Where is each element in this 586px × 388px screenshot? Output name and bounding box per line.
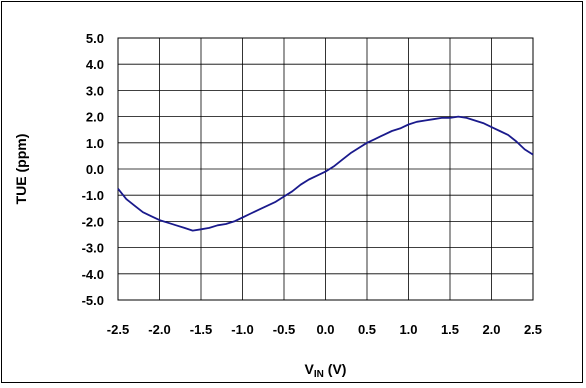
y-tick-label: 0.0: [86, 162, 104, 177]
y-tick-label: 3.0: [86, 83, 104, 98]
plot-area: [117, 37, 534, 301]
x-axis-label-unit: (V): [324, 361, 347, 377]
y-tick-label: 5.0: [86, 31, 104, 46]
x-tick-label: -2.0: [148, 322, 170, 337]
x-tick-labels: -2.5 -2.0 -1.5 -1.0 -0.5 0.0 0.5 1.0 1.5 2.0 2.5: [107, 322, 542, 337]
y-tick-label: -4.0: [82, 267, 104, 282]
x-tick-label: 0.5: [358, 322, 376, 337]
y-tick-label: 2.0: [86, 110, 104, 125]
x-tick-label: 2.0: [482, 322, 500, 337]
x-tick-label: 1.5: [441, 322, 459, 337]
x-tick-label: -2.5: [107, 322, 129, 337]
y-axis-label: TUE (ppm): [13, 134, 29, 205]
x-tick-label: 2.5: [524, 322, 542, 337]
y-tick-label: -2.0: [82, 214, 104, 229]
x-tick-label: 1.0: [399, 322, 417, 337]
x-tick-label: -1.0: [231, 322, 253, 337]
y-tick-label: -3.0: [82, 241, 104, 256]
x-tick-label: -0.5: [273, 322, 295, 337]
x-axis-label-subscript: IN: [314, 369, 324, 380]
grid-lines: [117, 37, 534, 301]
x-axis-label-main: V: [305, 361, 315, 377]
series-line: [117, 115, 534, 232]
y-tick-label: 4.0: [86, 57, 104, 72]
chart-frame: -2.5 -2.0 -1.5 -1.0 -0.5 0.0 0.5 1.0 1.5 2.0 2.5 5…: [1, 1, 583, 383]
y-tick-label: -5.0: [82, 293, 104, 308]
y-tick-labels: 5.0 4.0 3.0 2.0 1.0 0.0 -1.0 -2.0 -3.0 -4.0 -5.0: [82, 31, 104, 308]
y-tick-label: -1.0: [82, 188, 104, 203]
y-tick-label: 1.0: [86, 136, 104, 151]
x-tick-label: -1.5: [190, 322, 212, 337]
x-axis-label: VIN (V): [305, 361, 347, 380]
x-tick-label: 0.0: [316, 322, 334, 337]
